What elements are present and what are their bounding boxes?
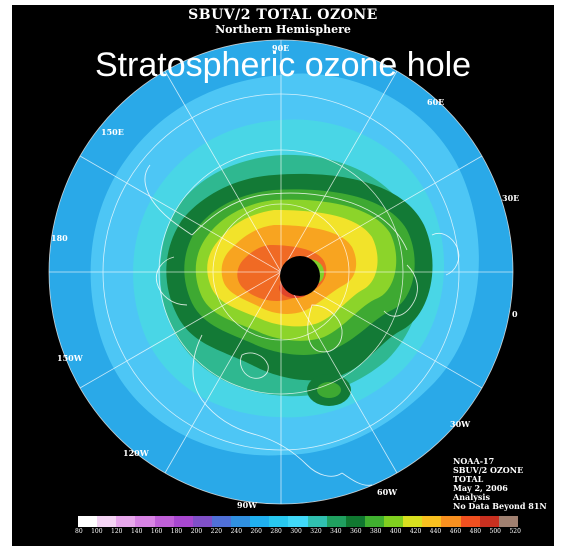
color-scale-label: 400	[389, 528, 402, 535]
color-scale-label: 320	[310, 528, 322, 535]
color-scale-swatch	[116, 516, 136, 527]
coastline-north-america	[192, 334, 343, 477]
color-scale-label: 240	[230, 528, 243, 535]
info-product: SBUV/2 OZONE	[453, 465, 524, 475]
no-data-pole-disc	[280, 256, 320, 296]
color-scale-labels: 80 100 120 140 160 180 200 220 240 260 280 300 320 34…	[75, 528, 521, 535]
map-subtitle: Northern Hemisphere	[215, 23, 351, 36]
longitude-label-90e: 90E	[272, 43, 290, 53]
color-scale-label: 140	[130, 528, 143, 535]
color-scale-label: 420	[409, 528, 422, 535]
longitude-label-30e: 30E	[502, 193, 520, 203]
color-scale-label: 280	[270, 528, 282, 535]
color-scale-swatch	[326, 516, 346, 527]
color-scale-swatch	[97, 516, 117, 527]
info-satellite: NOAA-17	[453, 456, 495, 466]
longitude-label-180: 180	[51, 233, 68, 243]
coastline-scandinavia	[383, 264, 418, 317]
coastline-east-asia	[144, 164, 193, 236]
color-scale-bar	[78, 516, 518, 527]
color-scale-swatch	[403, 516, 423, 527]
color-scale-swatch	[250, 516, 270, 527]
color-scale-swatch	[211, 516, 231, 527]
longitude-label-150e: 150E	[101, 127, 124, 137]
map-title: SBUV/2 TOTAL OZONE	[188, 7, 378, 23]
color-scale-label: 300	[290, 528, 302, 535]
longitude-label-60w: 60W	[377, 487, 398, 497]
coastline-eurasia	[191, 192, 408, 251]
color-scale-label: 120	[111, 528, 123, 535]
color-scale-swatch	[460, 516, 480, 527]
color-scale-swatch	[345, 516, 365, 527]
longitude-label-120w: 120W	[123, 448, 149, 458]
color-scale-label: 80	[75, 528, 83, 535]
info-analysis: Analysis	[453, 492, 490, 502]
minor-patch-south-inner	[317, 382, 341, 398]
longitude-label-0: 0	[512, 309, 518, 319]
color-scale-swatch	[498, 516, 518, 527]
longitude-label-90w: 90W	[237, 500, 258, 510]
color-scale-label: 220	[210, 528, 223, 535]
color-scale-swatch	[269, 516, 289, 527]
color-scale-label: 500	[489, 528, 501, 535]
color-scale-swatch	[288, 516, 308, 527]
color-scale-label: 160	[150, 528, 163, 535]
color-scale-swatch	[384, 516, 404, 527]
coastline-central-america	[341, 472, 373, 486]
color-scale-swatch	[422, 516, 442, 527]
polar-ozone-map	[48, 39, 514, 505]
color-scale-swatch	[231, 516, 251, 527]
color-scale-label: 520	[509, 528, 521, 535]
color-scale-swatch	[479, 516, 499, 527]
color-scale-swatch	[192, 516, 212, 527]
color-scale-swatch	[441, 516, 461, 527]
longitude-label-150w: 150W	[57, 353, 83, 363]
overlay-caption: Stratospheric ozone hole	[94, 46, 472, 84]
data-info-block: NOAA-17 SBUV/2 OZONE TOTAL May 2, 2006 A…	[453, 457, 547, 511]
color-scale-swatch	[173, 516, 193, 527]
color-scale-label: 460	[449, 528, 462, 535]
coastline-hudson-bay	[239, 352, 269, 379]
color-scale-label: 260	[250, 528, 262, 535]
info-type: TOTAL	[453, 474, 484, 484]
color-scale-label: 100	[91, 528, 103, 535]
color-scale-swatch	[364, 516, 384, 527]
color-scale-swatch	[135, 516, 155, 527]
info-note: No Data Beyond 81N	[453, 501, 547, 511]
coastlines	[144, 164, 460, 486]
color-scale-label: 340	[330, 528, 342, 535]
color-scale-label: 180	[170, 528, 183, 535]
info-date: May 2, 2006	[453, 483, 508, 493]
coastline-europe	[431, 232, 460, 276]
color-scale-label: 200	[190, 528, 203, 535]
coastline-greenland	[307, 304, 343, 353]
color-scale-label: 440	[429, 528, 442, 535]
ozone-map-frame: SBUV/2 TOTAL OZONE Northern Hemisphere S…	[12, 5, 554, 546]
color-scale-swatch	[307, 516, 327, 527]
color-scale-swatch	[78, 516, 98, 527]
color-scale-swatch	[154, 516, 174, 527]
color-scale-label: 380	[370, 528, 382, 535]
color-scale-label: 360	[350, 528, 362, 535]
longitude-label-60e: 60E	[427, 97, 445, 107]
longitude-label-30w: 30W	[450, 419, 471, 429]
color-scale-label: 480	[469, 528, 482, 535]
coastline-alaska	[155, 256, 188, 306]
